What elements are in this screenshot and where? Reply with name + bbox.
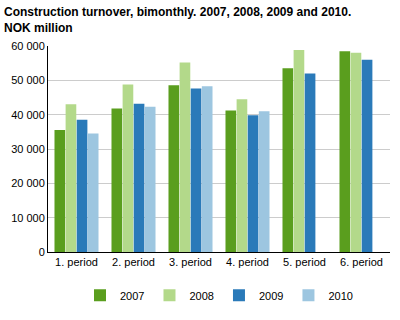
svg-text:3. period: 3. period — [169, 256, 212, 268]
svg-text:2007: 2007 — [120, 290, 144, 302]
svg-text:6. period: 6. period — [340, 256, 383, 268]
svg-text:2010: 2010 — [328, 290, 352, 302]
svg-text:50 000: 50 000 — [11, 74, 45, 86]
svg-text:4. period: 4. period — [226, 256, 269, 268]
svg-text:5. period: 5. period — [283, 256, 326, 268]
svg-text:0: 0 — [39, 246, 45, 258]
svg-text:20 000: 20 000 — [11, 177, 45, 189]
svg-text:2. period: 2. period — [112, 256, 155, 268]
svg-text:1. period: 1. period — [55, 256, 98, 268]
svg-text:30 000: 30 000 — [11, 143, 45, 155]
svg-text:40 000: 40 000 — [11, 109, 45, 121]
svg-text:10 000: 10 000 — [11, 212, 45, 224]
svg-text:2009: 2009 — [259, 290, 283, 302]
svg-text:Construction turnover, bimonth: Construction turnover, bimonthly. 2007, … — [4, 5, 351, 35]
svg-text:2008: 2008 — [189, 290, 213, 302]
svg-text:60 000: 60 000 — [11, 40, 45, 52]
